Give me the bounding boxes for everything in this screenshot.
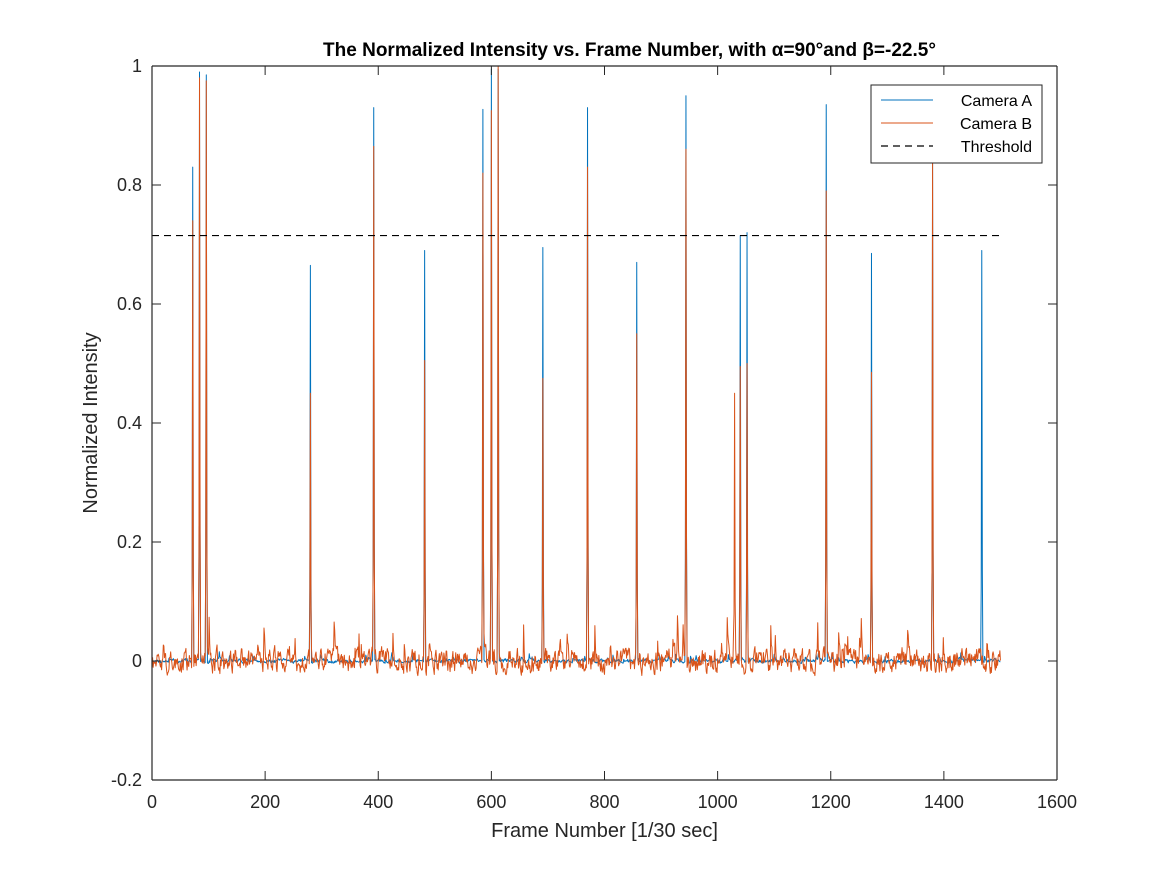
y-tick-label: 0.2 bbox=[117, 532, 142, 552]
x-tick-label: 0 bbox=[147, 792, 157, 812]
series-layer bbox=[152, 65, 1001, 677]
y-tick-label: 1 bbox=[132, 56, 142, 76]
x-tick-label: 1200 bbox=[811, 792, 851, 812]
series-line-camera-b bbox=[152, 65, 1001, 677]
legend: Camera A Camera B Threshold bbox=[870, 84, 1043, 164]
y-axis-label: Normalized Intensity bbox=[80, 332, 102, 513]
x-tick-label: 200 bbox=[250, 792, 280, 812]
legend-box bbox=[870, 84, 1043, 164]
y-tick-label: 0.4 bbox=[117, 413, 142, 433]
ticks: 0 200 400 600 800 1000 1200 1400 1600-0.200.20.4… bbox=[111, 56, 1077, 812]
x-tick-label: 1400 bbox=[924, 792, 964, 812]
y-tick-label: -0.2 bbox=[111, 770, 142, 790]
legend-entry: Camera A bbox=[961, 93, 1032, 110]
y-tick-label: 0.6 bbox=[117, 294, 142, 314]
y-tick-label: 0.8 bbox=[117, 175, 142, 195]
legend-entry: Camera B bbox=[960, 116, 1032, 133]
x-tick-label: 800 bbox=[589, 792, 619, 812]
x-axis-label: Frame Number [1/30 sec] bbox=[491, 820, 718, 842]
x-tick-label: 1000 bbox=[698, 792, 738, 812]
chart-title: The Normalized Intensity vs. Frame Numbe… bbox=[323, 40, 936, 61]
x-tick-label: 400 bbox=[363, 792, 393, 812]
legend-entry: Threshold bbox=[961, 139, 1032, 156]
x-tick-label: 600 bbox=[476, 792, 506, 812]
y-tick-label: 0 bbox=[132, 651, 142, 671]
x-tick-label: 1600 bbox=[1037, 792, 1077, 812]
